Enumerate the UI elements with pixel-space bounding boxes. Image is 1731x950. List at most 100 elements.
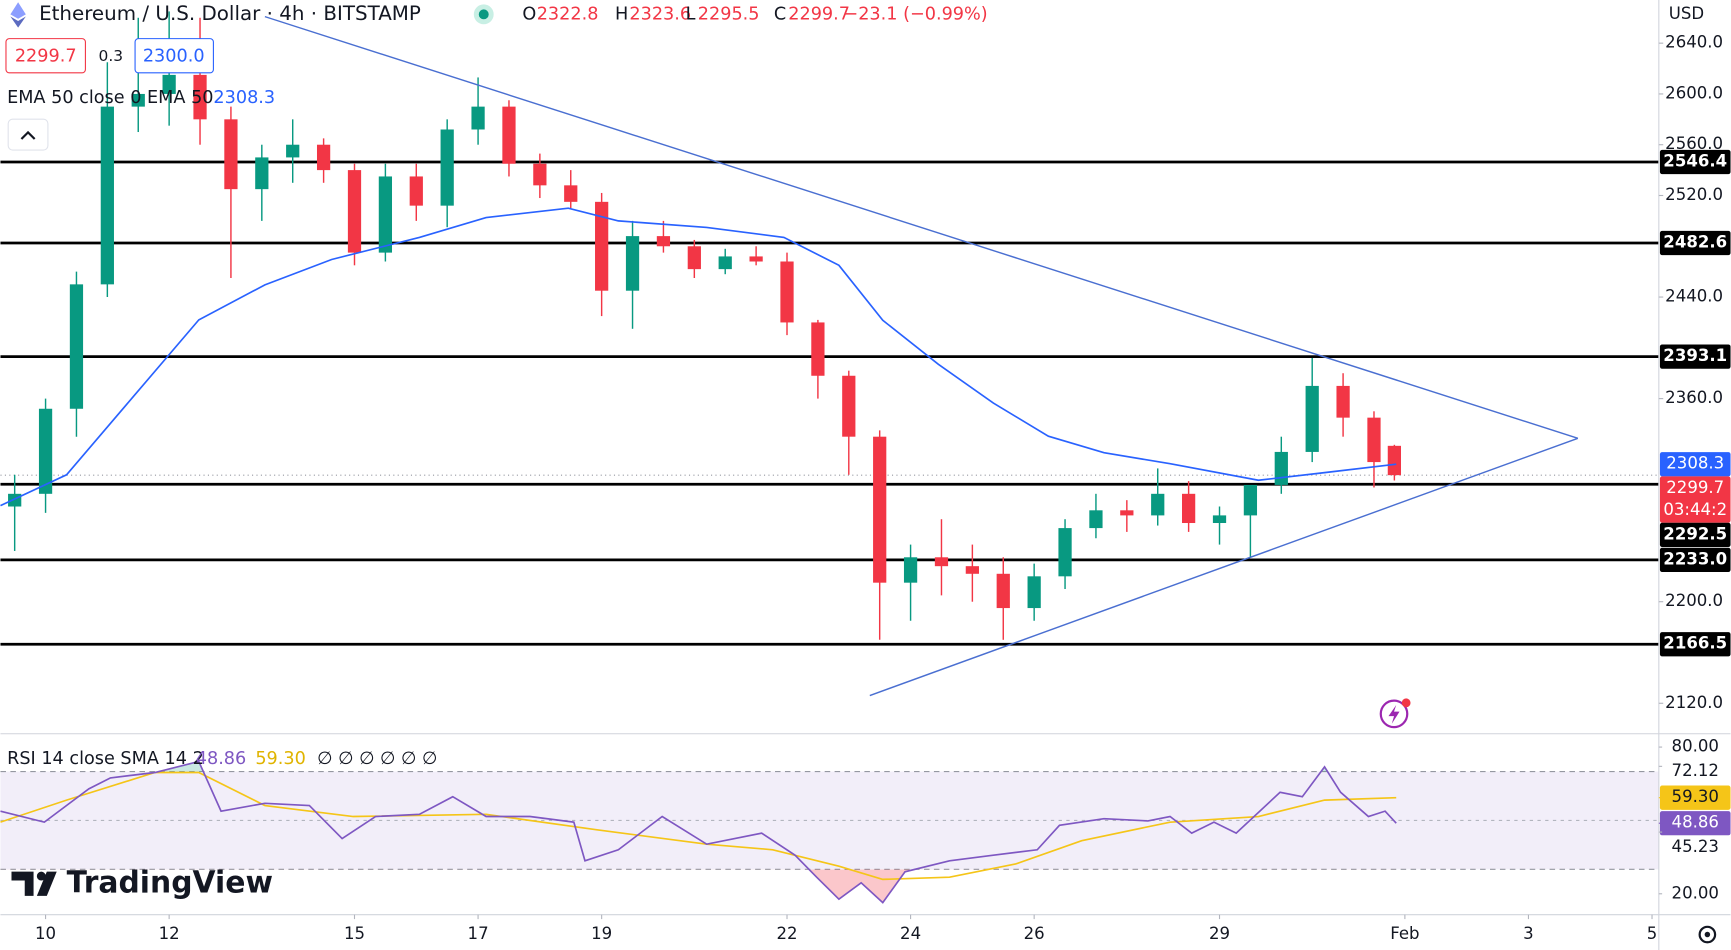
spread: 0.3 xyxy=(99,47,124,65)
y-tick-label: 2520.0 xyxy=(1665,185,1723,204)
candle-body xyxy=(965,566,979,574)
currency[interactable]: USD xyxy=(1669,4,1704,23)
bid-button[interactable] xyxy=(5,38,86,74)
candle-body xyxy=(131,93,145,107)
candle-body xyxy=(1243,484,1258,516)
candle-body xyxy=(1089,510,1103,529)
y-tick-label: 2640.0 xyxy=(1665,33,1723,52)
ask-price[interactable]: 2300.0 xyxy=(143,46,205,66)
settings-icon[interactable] xyxy=(1698,925,1717,944)
ohlc-key: H xyxy=(615,4,628,24)
candle-body xyxy=(255,157,269,190)
level-label: 2546.4 xyxy=(1663,151,1727,170)
ohlc-value: 2299.7 xyxy=(788,4,850,24)
bid-price[interactable]: 2299.7 xyxy=(15,46,77,66)
plot-area xyxy=(0,11,1659,904)
candle-body xyxy=(100,106,114,285)
rsi-tick-label: 45.23 xyxy=(1672,837,1719,856)
alert-icon[interactable] xyxy=(1388,705,1400,724)
logo-mark xyxy=(11,871,34,896)
level-label: 2292.5 xyxy=(1663,524,1727,543)
candle-body xyxy=(1336,385,1350,418)
tick-mask xyxy=(1659,835,1731,860)
candle-body xyxy=(286,144,300,158)
price-tag xyxy=(1659,785,1731,810)
price-tag xyxy=(1659,547,1731,572)
level-label: 2393.1 xyxy=(1663,346,1727,365)
candle-body xyxy=(1305,385,1319,452)
candle-body xyxy=(842,375,856,437)
header: Ethereum / U.S. Dollar · 4h · BITSTAMP O… xyxy=(5,2,1717,944)
x-tick-label: 10 xyxy=(35,924,56,943)
candle-body xyxy=(162,74,176,94)
ema-tag: 2308.3 xyxy=(1666,454,1724,473)
y-tick-label: 2440.0 xyxy=(1665,287,1723,306)
rsi-line xyxy=(0,760,1397,904)
x-tick-label: 3 xyxy=(1523,924,1534,943)
ohlc-key: C xyxy=(774,4,786,24)
indicator-value: 2308.3 xyxy=(213,88,275,108)
x-tick-label: 17 xyxy=(468,924,489,943)
rsi-value: 48.86 xyxy=(196,749,247,769)
tick-mask xyxy=(1659,734,1731,760)
ohlc-key: L xyxy=(686,4,696,24)
y-tick-label: 2600.0 xyxy=(1665,83,1723,102)
candle-body xyxy=(533,163,547,186)
candle-body xyxy=(378,176,393,253)
candle-body xyxy=(625,236,640,291)
x-tick-label: 26 xyxy=(1024,924,1045,943)
candle-body xyxy=(687,246,701,270)
rsi-extra: ∅ ∅ ∅ ∅ ∅ ∅ xyxy=(317,749,437,769)
candle-body xyxy=(1120,510,1134,516)
chevron-icon[interactable] xyxy=(20,130,36,140)
candle-body xyxy=(502,106,516,164)
ask-button[interactable] xyxy=(134,38,214,74)
candle-body xyxy=(69,284,84,409)
x-tick-label: 15 xyxy=(344,924,365,943)
candle-body xyxy=(934,557,949,567)
price-tag xyxy=(1659,344,1731,369)
y-tick-label: 2120.0 xyxy=(1665,693,1723,712)
candle-body xyxy=(873,436,887,583)
x-tick-label: Feb xyxy=(1390,924,1419,943)
tick-mask xyxy=(1659,881,1731,906)
candle-body xyxy=(193,74,207,120)
indicator-legend: EMA 50 close 0 EMA 50 xyxy=(7,88,213,108)
ema-line xyxy=(0,207,1397,507)
settings-icon[interactable] xyxy=(1704,931,1711,938)
price-tag xyxy=(1659,632,1731,657)
rsi-tag: 48.86 xyxy=(1672,813,1719,832)
y-tick-label: 2560.0 xyxy=(1665,134,1723,153)
candle-body xyxy=(1274,451,1288,485)
countdown: 03:44:2 xyxy=(1663,500,1727,519)
candle-body xyxy=(1182,493,1196,524)
level-label: 2482.6 xyxy=(1663,232,1727,251)
ohlc-value: 2295.5 xyxy=(698,4,760,24)
rsi-sma-tag: 59.30 xyxy=(1672,787,1719,806)
eth-icon xyxy=(10,2,26,19)
logo-mark xyxy=(36,871,57,896)
level-label: 2233.0 xyxy=(1663,549,1727,568)
rsi-line xyxy=(0,771,1397,881)
candle-body xyxy=(1151,493,1165,516)
last-price-tag: 2299.7 xyxy=(1666,478,1724,497)
x-tick-label: 22 xyxy=(776,924,797,943)
candle-body xyxy=(8,493,22,507)
candle-body xyxy=(38,408,53,494)
price-tag xyxy=(1659,811,1731,836)
change: −23.1 (−0.99%) xyxy=(843,4,987,24)
trendline xyxy=(264,15,1579,440)
candle-body xyxy=(1058,528,1072,577)
ohlc-key: O xyxy=(522,4,536,24)
candle-body xyxy=(811,322,825,376)
candle-body xyxy=(471,106,485,130)
axes: 2120.0 2200.0 2360.0 2440.0 2520.0 2560.0 2600… xyxy=(35,33,1731,943)
collapse-button[interactable] xyxy=(7,118,49,151)
price-tag xyxy=(1659,522,1731,547)
watermark: TradingView xyxy=(11,865,273,900)
candle-body xyxy=(409,176,423,206)
alert-badge xyxy=(1401,698,1411,708)
price-tag xyxy=(1659,476,1731,523)
